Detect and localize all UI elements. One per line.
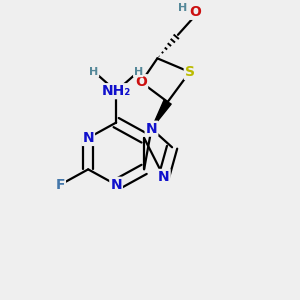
- Text: H: H: [134, 67, 143, 77]
- Text: N: N: [158, 170, 170, 184]
- Text: O: O: [190, 5, 202, 19]
- Text: S: S: [185, 65, 195, 79]
- Text: F: F: [56, 178, 65, 192]
- Text: N: N: [110, 178, 122, 192]
- Text: H: H: [178, 3, 187, 13]
- Text: N: N: [82, 131, 94, 145]
- Text: N: N: [146, 122, 157, 136]
- Text: H: H: [89, 67, 99, 77]
- Text: O: O: [135, 75, 147, 89]
- Text: NH₂: NH₂: [101, 84, 131, 98]
- Polygon shape: [152, 100, 171, 129]
